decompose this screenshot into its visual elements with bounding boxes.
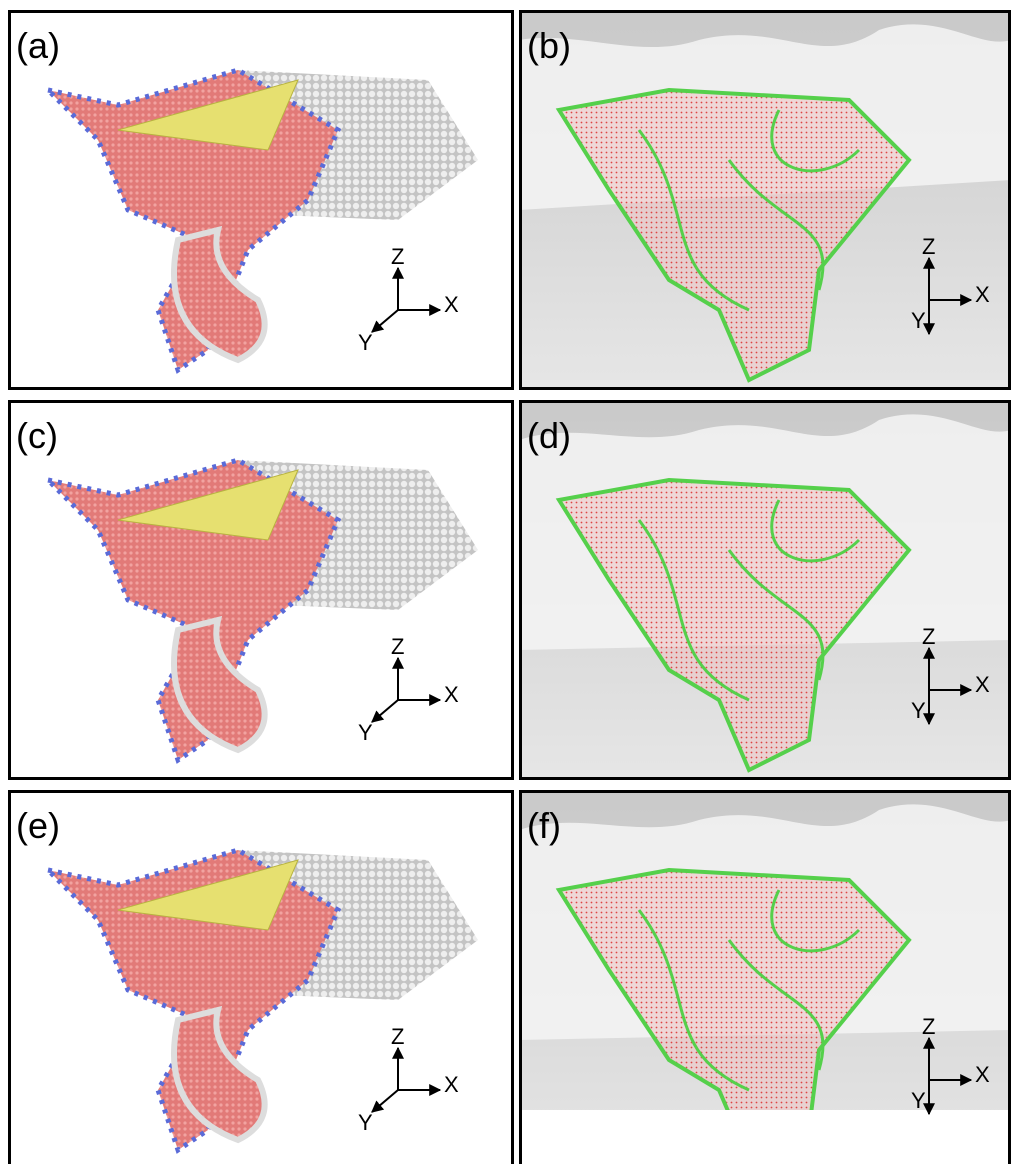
- axis-label: X: [975, 672, 990, 697]
- axis-label: X: [975, 282, 990, 307]
- axis-label: Y: [911, 1088, 926, 1113]
- panel: (a) Z X Y: [8, 10, 514, 390]
- axis-label: X: [444, 682, 459, 707]
- axis-label: Y: [358, 330, 373, 355]
- axis-label: Y: [358, 720, 373, 745]
- axis-label: Z: [922, 624, 935, 649]
- panel: (e) Z X Y: [8, 790, 514, 1164]
- figure: (a) Z X Y (b) Z X Y (c) Z X Y (d) Z X Y (e) Z X Y (f) Z X Y: [0, 0, 1013, 1164]
- axis-label: Y: [358, 1110, 373, 1135]
- lower-white: [519, 1110, 1011, 1164]
- panel: (d) Z X Y: [519, 400, 1011, 780]
- panel-label: (e): [16, 805, 60, 846]
- panel-label: (f): [527, 805, 561, 846]
- panel-label: (a): [16, 25, 60, 66]
- panel-label: (d): [527, 415, 571, 456]
- axis-label: Z: [391, 244, 404, 269]
- panel-label: (c): [16, 415, 58, 456]
- axis-label: Z: [391, 1024, 404, 1049]
- panel-label: (b): [527, 25, 571, 66]
- axis-label: Y: [911, 698, 926, 723]
- axis-label: Z: [922, 234, 935, 259]
- axis-label: X: [975, 1062, 990, 1087]
- panel: (b) Z X Y: [519, 10, 1011, 390]
- axis-label: Y: [911, 308, 926, 333]
- panel: (c) Z X Y: [8, 400, 514, 780]
- axis-label: Z: [922, 1014, 935, 1039]
- axis-label: X: [444, 1072, 459, 1097]
- axis-label: X: [444, 292, 459, 317]
- axis-label: Z: [391, 634, 404, 659]
- panel: (f) Z X Y: [519, 790, 1011, 1164]
